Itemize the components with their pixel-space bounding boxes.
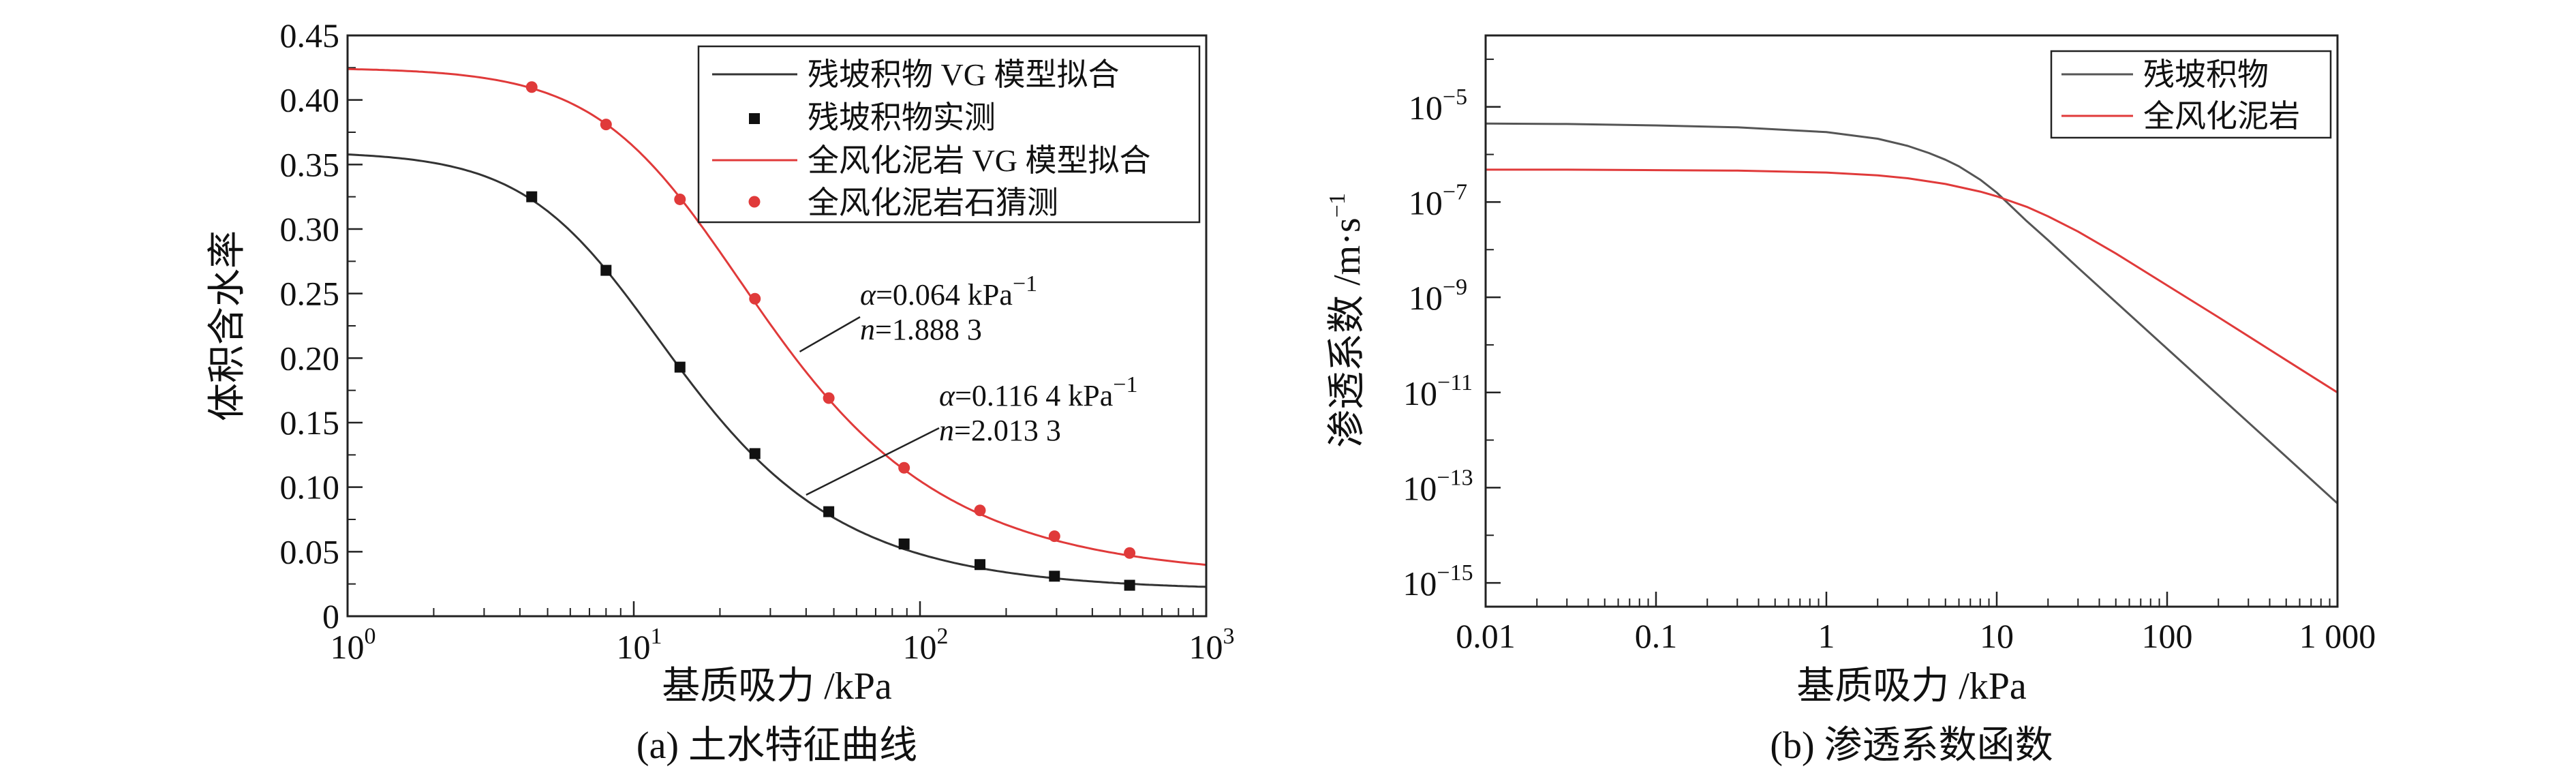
- a-y-tick-label: 0: [322, 597, 339, 635]
- b-series-line-0: [1485, 122, 2339, 504]
- b-plot-frame: [1484, 34, 2339, 608]
- a-annotation-red-alpha: α=0.064 kPa−1: [860, 271, 1037, 312]
- b-y-tick-label: 10−7: [1409, 179, 1467, 222]
- a-legend-swatch-1: [749, 113, 760, 124]
- a-series-line-0: [347, 153, 1207, 588]
- a-point-square: [1124, 579, 1135, 591]
- b-x-axis-label: 基质吸力 /kPa: [1796, 665, 2027, 708]
- b-legend-box: [2050, 50, 2332, 139]
- b-y-tick-label: 10−11: [1403, 370, 1473, 412]
- b-legend-label-1: 全风化泥岩: [2143, 99, 2300, 134]
- a-annotation-black-leader: [806, 427, 940, 496]
- a-plot-frame: [346, 34, 1208, 618]
- panel-a-soil-water-curve: 100 101 102 103 0 0.05 0.10 0.15 0.20 0.25 0.30 0.…: [206, 16, 1235, 767]
- b-y-axis-label: 渗透系数 /m·s−1: [1325, 193, 1368, 448]
- a-point-circle: [1048, 530, 1060, 543]
- b-x-tick-label: 10: [1980, 617, 2014, 655]
- a-annotation-black: α=0.116 4 kPa−1 n=2.013 3: [806, 372, 1137, 496]
- b-y-tick-label: 10−15: [1402, 560, 1473, 603]
- b-x-tick-label: 0.01: [1456, 617, 1516, 655]
- a-y-axis-label: 体积含水率: [206, 230, 249, 421]
- a-point-square: [898, 538, 910, 549]
- b-minor-ticks: [1486, 58, 2331, 607]
- a-legend-label-3: 全风化泥岩石猜测: [808, 185, 1058, 220]
- a-point-square: [1049, 571, 1060, 582]
- a-x-ticks: 100 101 102 103: [331, 601, 1235, 666]
- a-x-tick-label: 103: [1189, 624, 1235, 666]
- panel-b-permeability-function: 0.01 0.1 1 10 100 1 000 10−5 10−7 10−9 10−11 10−1…: [1325, 34, 2376, 767]
- a-data-points: [525, 81, 1136, 591]
- a-y-tick-label: 0.20: [280, 339, 340, 377]
- a-point-circle: [525, 81, 538, 93]
- a-y-tick-label: 0.30: [280, 210, 340, 248]
- a-caption: (a) 土水特征曲线: [637, 725, 917, 767]
- b-series-line-1: [1486, 168, 2338, 394]
- a-y-tick-label: 0.25: [280, 275, 340, 313]
- a-annotation-red: α=0.064 kPa−1 n=1.888 3: [799, 271, 1037, 352]
- b-y-tick-label: 10−13: [1402, 465, 1473, 507]
- a-curves: [347, 67, 1207, 588]
- a-point-circle: [898, 461, 910, 474]
- b-x-tick-label: 100: [2142, 617, 2193, 655]
- a-legend-label-1: 残坡积物实测: [808, 100, 996, 135]
- a-series-line-1: [347, 67, 1207, 566]
- a-point-square: [823, 506, 835, 517]
- a-point-square: [526, 191, 538, 202]
- a-point-square: [600, 264, 612, 276]
- a-x-tick-label: 101: [617, 624, 662, 666]
- b-x-tick-label: 1 000: [2299, 617, 2376, 655]
- a-y-tick-label: 0.40: [280, 81, 340, 119]
- a-y-ticks: 0 0.05 0.10 0.15 0.20 0.25 0.30 0.35 0.40 0.45: [280, 16, 363, 635]
- b-caption: (b) 渗透系数函数: [1770, 725, 2053, 767]
- a-legend-swatch-3: [748, 196, 761, 208]
- b-x-tick-label: 1: [1818, 617, 1835, 655]
- a-minor-ticks: [348, 67, 1194, 616]
- a-x-axis-label: 基质吸力 /kPa: [662, 665, 892, 708]
- a-point-circle: [674, 193, 686, 205]
- a-y-tick-label: 0.45: [280, 16, 340, 55]
- b-y-tick-label: 10−5: [1409, 85, 1467, 127]
- a-annotation-black-n: n=2.013 3: [939, 414, 1061, 447]
- b-legend: 残坡积物 全风化泥岩: [2050, 50, 2332, 139]
- a-legend-box: [697, 45, 1201, 224]
- a-legend: 残坡积物 VG 模型拟合 残坡积物实测 全风化泥岩 VG 模型拟合 全风化泥岩石…: [697, 45, 1201, 224]
- a-point-circle: [749, 292, 761, 305]
- a-annotation-black-alpha: α=0.116 4 kPa−1: [939, 372, 1137, 412]
- a-x-tick-label: 102: [903, 624, 949, 666]
- a-y-tick-label: 0.35: [280, 145, 340, 183]
- b-y-tick-label: 10−9: [1409, 275, 1467, 317]
- a-y-tick-label: 0.15: [280, 404, 340, 442]
- a-y-tick-label: 0.10: [280, 468, 340, 506]
- a-x-tick-label: 100: [331, 624, 376, 666]
- b-x-ticks: 0.01 0.1 1 10 100 1 000: [1456, 592, 2376, 655]
- a-legend-label-2: 全风化泥岩 VG 模型拟合: [808, 143, 1150, 178]
- a-annotation-red-leader: [799, 316, 861, 352]
- b-y-ticks: 10−5 10−7 10−9 10−11 10−13 10−15: [1402, 85, 1501, 603]
- a-point-circle: [823, 392, 835, 404]
- a-point-square: [674, 361, 686, 373]
- b-x-tick-label: 0.1: [1635, 617, 1678, 655]
- a-point-circle: [1124, 547, 1136, 559]
- a-point-square: [974, 559, 985, 571]
- a-annotation-red-n: n=1.888 3: [860, 313, 982, 346]
- a-point-circle: [974, 504, 986, 517]
- a-legend-label-0: 残坡积物 VG 模型拟合: [808, 57, 1119, 92]
- a-point-square: [749, 448, 761, 459]
- a-point-circle: [600, 119, 612, 131]
- a-y-tick-label: 0.05: [280, 532, 340, 571]
- b-legend-label-0: 残坡积物: [2143, 57, 2269, 92]
- b-curves: [1485, 122, 2339, 504]
